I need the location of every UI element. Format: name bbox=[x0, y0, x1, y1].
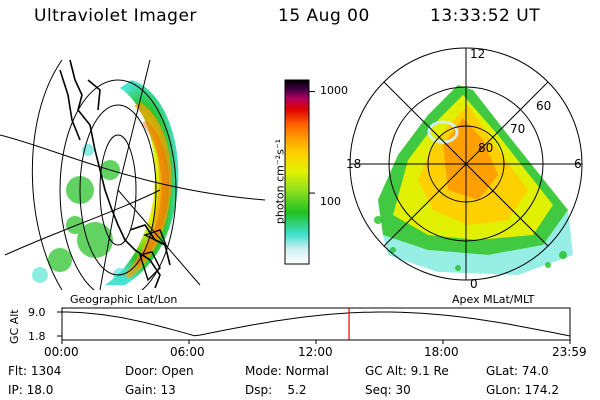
color-bar bbox=[284, 79, 310, 265]
timeline-frame bbox=[61, 307, 571, 341]
altitude-curve bbox=[62, 311, 571, 337]
polar-caption: Apex MLat/MLT bbox=[452, 293, 535, 306]
geographic-image bbox=[0, 59, 265, 290]
xtick-0000: 00:00 bbox=[44, 345, 79, 359]
instrument-title: Ultraviolet Imager bbox=[34, 6, 197, 26]
time-label: 13:33:52 UT bbox=[430, 6, 541, 26]
flight-value: 1304 bbox=[30, 364, 62, 378]
colorbar-tick-100: 100 bbox=[320, 195, 341, 208]
seq-info: Seq: 30 bbox=[365, 383, 411, 397]
background-glow bbox=[48, 160, 120, 272]
door-info: Door: Open bbox=[125, 364, 194, 378]
mode-info: Mode: Normal bbox=[245, 364, 329, 378]
mode-value: Normal bbox=[285, 364, 329, 378]
geo-caption: Geographic Lat/Lon bbox=[70, 293, 178, 306]
mlt-label-0: 0 bbox=[470, 277, 478, 291]
ytick-high: 9.0 bbox=[28, 306, 46, 319]
altitude-timeline: 9.0 1.8 GC Alt 00:00 06:00 12:00 18:00 2… bbox=[8, 306, 587, 359]
glon-info: GLon: 174.2 bbox=[486, 383, 559, 397]
lat-label-70: 70 bbox=[510, 122, 525, 136]
colorbar-unit-label: photon cm⁻²s⁻¹ bbox=[273, 138, 287, 225]
gc-alt-value: 9.1 Re bbox=[410, 364, 449, 378]
lat-label-80: 80 bbox=[478, 141, 493, 155]
glat-info: GLat: 74.0 bbox=[486, 364, 549, 378]
xtick-1200: 12:00 bbox=[298, 345, 333, 359]
timeline-ylabel: GC Alt bbox=[8, 309, 21, 344]
date-label: 15 Aug 00 bbox=[278, 6, 370, 26]
colorbar-tick-1000: 1000 bbox=[320, 84, 348, 97]
polar-grid bbox=[349, 47, 583, 281]
polar-image: 12 18 6 0 60 70 80 bbox=[346, 47, 583, 291]
xtick-0600: 06:00 bbox=[170, 345, 205, 359]
xtick-2359: 23:59 bbox=[552, 345, 587, 359]
ip-info: IP: 18.0 bbox=[8, 383, 54, 397]
lat-lon-grid bbox=[0, 59, 265, 290]
mlt-label-12: 12 bbox=[470, 47, 485, 61]
gain-info: Gain: 13 bbox=[125, 383, 176, 397]
ytick-low: 1.8 bbox=[28, 330, 46, 343]
flight-info: Flt: 1304 bbox=[8, 364, 62, 378]
lat-label-60: 60 bbox=[536, 99, 551, 113]
ip-value: 18.0 bbox=[26, 383, 54, 397]
color-scale bbox=[284, 79, 315, 265]
gain-value: 13 bbox=[160, 383, 176, 397]
xtick-1800: 18:00 bbox=[424, 345, 459, 359]
glat-value: 74.0 bbox=[521, 364, 549, 378]
mlt-label-6: 6 bbox=[574, 157, 582, 171]
mlt-label-18: 18 bbox=[346, 157, 361, 171]
dsp-value: 5.2 bbox=[287, 383, 307, 397]
dsp-info: Dsp: 5.2 bbox=[245, 383, 307, 397]
seq-value: 30 bbox=[395, 383, 411, 397]
glon-value: 174.2 bbox=[524, 383, 559, 397]
door-value: Open bbox=[161, 364, 194, 378]
gc-alt-info: GC Alt: 9.1 Re bbox=[365, 364, 449, 378]
